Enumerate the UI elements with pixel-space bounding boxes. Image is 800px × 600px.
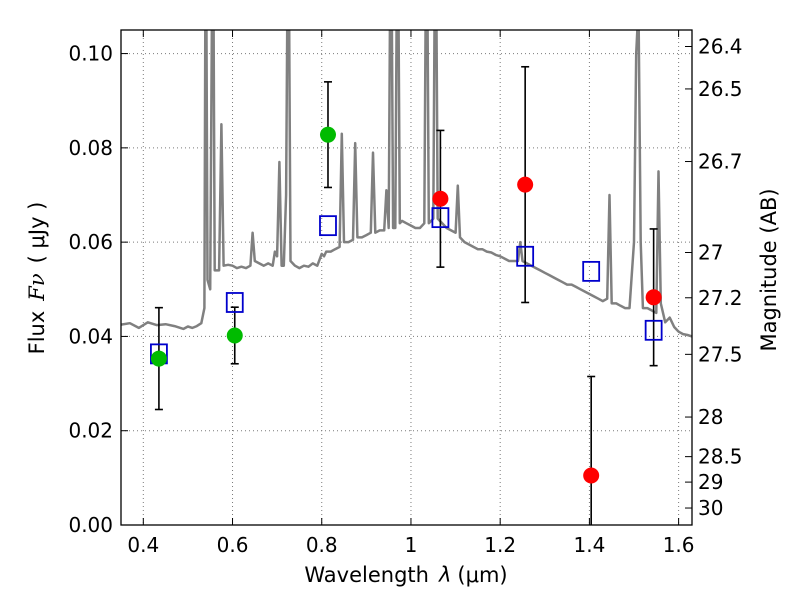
grid [121, 30, 692, 526]
magnitude-tick-label: 28 [698, 405, 723, 429]
y-tick-label: 0.10 [68, 42, 113, 66]
x-tick-label: 1.4 [573, 533, 605, 557]
data-point [645, 289, 662, 306]
y-tick-label: 0.08 [68, 136, 113, 160]
magnitude-tick-label: 27.2 [698, 286, 743, 310]
data-point [517, 176, 534, 193]
spectrum-layer [121, 30, 692, 338]
plot-frame [120, 29, 693, 526]
data-point [319, 126, 336, 143]
model-square [644, 319, 663, 341]
right-axis-label: Magnitude (AB) [757, 188, 781, 351]
spectrum-line [121, 30, 692, 338]
data-point [583, 467, 600, 484]
y-tick-label: 0.04 [68, 324, 113, 348]
y-tick-label: 0.00 [68, 513, 113, 537]
y-tick-label: 0.06 [68, 230, 113, 254]
y-axis-label: FluxFν( μJy ) [25, 202, 49, 355]
magnitude-tick-label: 26.5 [698, 77, 743, 101]
x-axis-ticks: 0.4 0.6 0.8 1 1.2 1.4 1.6 [127, 30, 695, 557]
magnitude-tick-label: 28.5 [698, 445, 743, 469]
magnitude-tick-label: 26.4 [698, 35, 743, 59]
magnitude-tick-label: 27.5 [698, 342, 743, 366]
data-point [432, 190, 449, 207]
x-axis-label: Wavelength λ (μm) [304, 563, 507, 587]
magnitude-tick-label: 29 [698, 470, 723, 494]
data-point [226, 327, 243, 344]
model-square [431, 207, 450, 229]
x-tick-label: 1 [405, 533, 418, 557]
magnitude-tick-label: 30 [698, 496, 723, 520]
data-points [150, 126, 662, 484]
x-tick-label: 1.2 [484, 533, 516, 557]
x-tick-label: 0.6 [217, 533, 249, 557]
y-tick-label: 0.02 [68, 419, 113, 443]
plot-background [121, 30, 692, 525]
x-tick-label: 0.8 [306, 533, 338, 557]
x-tick-label: 1.6 [663, 533, 695, 557]
magnitude-tick-label: 26.7 [698, 150, 743, 174]
model-square [582, 260, 601, 282]
model-square [319, 215, 337, 237]
x-tick-label: 0.4 [127, 533, 159, 557]
model-squares [150, 207, 663, 365]
model-square [516, 245, 535, 267]
magnitude-tick-label: 27 [698, 241, 723, 265]
y-axis-ticks: 0.00 0.02 0.04 0.06 0.08 0.10 [68, 42, 128, 537]
model-square [225, 292, 244, 313]
data-point [150, 350, 167, 367]
